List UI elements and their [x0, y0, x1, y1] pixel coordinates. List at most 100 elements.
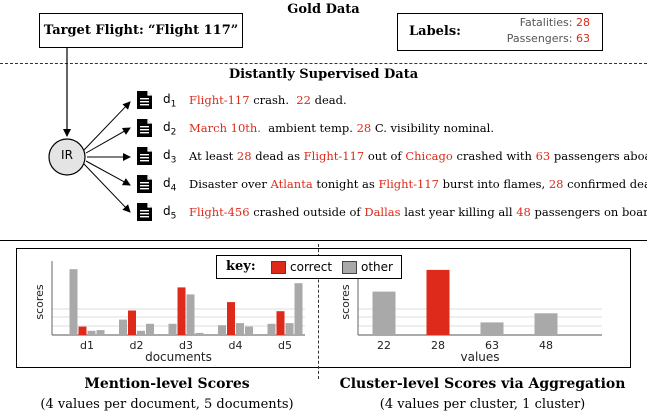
target-flight-label: Target Flight:: [43, 23, 144, 38]
fatalities-row: Fatalities: 28: [520, 16, 592, 29]
document-text-span: Disaster over: [189, 177, 271, 191]
highlighted-mention: 28: [236, 149, 252, 163]
tick-label: 48: [539, 339, 553, 352]
document-text: Flight-456 crashed outside of Dallas las…: [189, 205, 647, 219]
tick-label: 22: [377, 339, 391, 352]
highlighted-mention: 63: [535, 149, 551, 163]
bar-other: [186, 294, 195, 335]
ir-node: [48, 138, 86, 176]
highlighted-mention: Atlanta: [270, 177, 313, 191]
document-text-span: out of: [364, 149, 406, 163]
highlighted-mention: 28: [548, 177, 564, 191]
tick-label: d4: [229, 339, 243, 352]
charts-svg: d1 d2 d3 d4 d5 documents scores 22 28 63 48 values s…: [33, 261, 602, 364]
y-axis-label: scores: [33, 284, 46, 320]
document-text-span: passengers aboard.: [553, 149, 647, 163]
left-caption-title: Mention-level Scores: [84, 376, 250, 392]
document-text-span: crash.: [249, 93, 297, 107]
labels-box: Labels: Fatalities: 28 Passengers: 63: [397, 13, 603, 51]
ir-arrows: [48, 48, 131, 213]
ir-to-d4-arrow: [85, 160, 131, 186]
passengers-label: Passengers:: [506, 32, 573, 45]
document-text-span: passengers on board.: [530, 205, 647, 219]
bar-correct: [227, 302, 235, 335]
document-text-span: last year killing all: [400, 205, 517, 219]
document-id: d4: [163, 176, 177, 194]
highlighted-mention: 28: [356, 121, 372, 135]
bar-correct: [426, 269, 450, 335]
document-icon: [137, 119, 152, 137]
document-text: Disaster over Atlanta tonight as Flight-…: [189, 177, 647, 191]
document-text-span: crashed outside of: [249, 205, 365, 219]
passengers-value: 63: [576, 32, 590, 45]
right-caption-subtitle: (4 values per cluster, 1 cluster): [379, 397, 586, 412]
document-text-span: crashed with: [452, 149, 536, 163]
document-id: d1: [163, 92, 177, 110]
document-text-span: At least: [189, 149, 237, 163]
legend-other-swatch: [342, 261, 357, 274]
highlighted-mention: Dallas: [364, 205, 401, 219]
document-text: March 10th. ambient temp. 28 C. visibili…: [189, 121, 494, 135]
bar-other: [294, 283, 303, 335]
bar-other: [534, 313, 558, 335]
highlighted-mention: Flight-117: [378, 177, 439, 191]
bar-correct: [177, 287, 186, 335]
bar-other: [168, 323, 177, 335]
bar-other: [480, 322, 504, 335]
document-icon: [137, 203, 152, 221]
ir-to-d1-arrow: [83, 101, 131, 151]
x-axis-label: documents: [145, 350, 212, 364]
bar-other: [245, 326, 253, 335]
ir-to-d2-arrow: [85, 127, 131, 154]
target-flight-value: “Flight 117”: [147, 23, 239, 38]
highlighted-mention: Flight-117: [189, 93, 250, 107]
bar-other: [146, 323, 154, 335]
section-separator: [0, 240, 647, 241]
document-text: Flight-117 crash. 22 dead.: [189, 93, 347, 107]
bar-other: [267, 323, 276, 335]
distant-data-title: Distantly Supervised Data: [228, 67, 419, 82]
charts-divider: [318, 244, 319, 379]
document-text-span: dead.: [310, 93, 347, 107]
document-text-span: ambient temp.: [260, 121, 357, 135]
bar-other: [236, 323, 244, 335]
labels-title: Labels:: [409, 24, 461, 39]
fatalities-label: Fatalities:: [519, 16, 573, 29]
legend-correct-swatch: [271, 261, 286, 274]
document-icon: [137, 91, 152, 109]
highlighted-mention: Flight-117: [303, 149, 365, 163]
document-text-span: burst into flames,: [439, 177, 549, 191]
ir-label: IR: [61, 148, 73, 162]
document-icon: [137, 147, 152, 165]
document-id: d5: [163, 204, 177, 222]
left-caption-subtitle: (4 values per document, 5 documents): [40, 397, 294, 412]
right-caption-title: Cluster-level Scores via Aggregation: [339, 376, 626, 392]
legend-key-label: key:: [226, 259, 256, 274]
document-text-span: C. visibility nominal.: [371, 121, 494, 135]
document-text: At least 28 dead as Flight-117 out of Ch…: [189, 149, 647, 163]
tick-label: 28: [431, 339, 445, 352]
y-axis-label: scores: [339, 284, 352, 320]
dashed-separator: [0, 63, 647, 64]
bar-other: [96, 330, 105, 335]
passengers-row: Passengers: 63: [507, 32, 592, 45]
legend-other-label: other: [361, 260, 393, 274]
document-id: d3: [163, 148, 177, 166]
highlighted-mention: Chicago: [405, 149, 453, 163]
x-axis-label: values: [460, 350, 499, 364]
highlighted-mention: 22: [296, 93, 311, 107]
bar-other: [119, 319, 127, 335]
legend: key: correct other: [216, 255, 402, 279]
fatalities-value: 28: [576, 16, 590, 29]
tick-label: d3: [179, 339, 193, 352]
highlighted-mention: March 10th.: [189, 121, 261, 135]
tick-label: d1: [80, 339, 94, 352]
bar-other: [372, 291, 396, 335]
ir-to-d5-arrow: [83, 163, 131, 213]
highlighted-mention: Flight-456: [189, 205, 250, 219]
tick-label: d5: [278, 339, 292, 352]
document-id: d2: [163, 120, 177, 138]
target-flight-box: Target Flight: “Flight 117”: [39, 13, 243, 48]
bar-other: [285, 323, 294, 335]
charts-frame: [16, 248, 631, 368]
